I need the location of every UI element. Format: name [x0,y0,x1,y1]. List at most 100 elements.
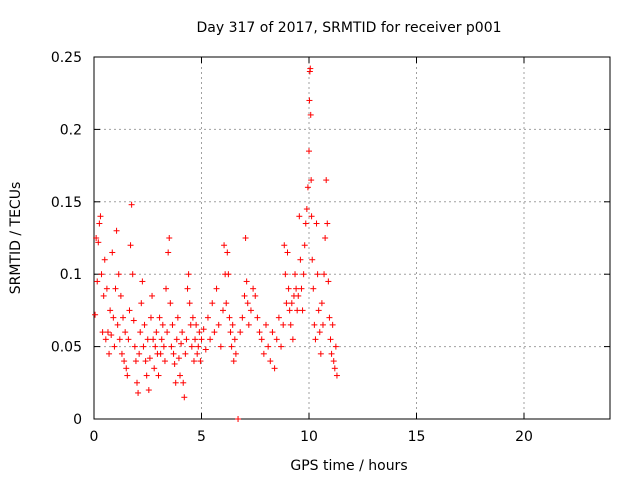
data-point [302,220,309,227]
data-point [283,300,290,307]
data-point [107,307,114,314]
data-point [129,271,136,278]
data-point [292,271,299,278]
grid-lines [94,57,610,419]
data-point [112,285,119,292]
data-point [314,271,321,278]
data-point [157,350,164,357]
data-point [181,394,188,401]
data-point [321,271,328,278]
data-point [217,343,224,350]
data-point [174,314,181,321]
data-point [307,111,314,118]
data-point [301,242,308,249]
data-point [289,336,296,343]
data-point [175,355,182,362]
data-point [322,235,329,241]
data-point [189,314,196,321]
data-point [147,314,154,321]
data-point [172,379,179,386]
data-point [229,321,236,328]
data-point [158,336,165,343]
data-point [151,365,158,372]
data-point [102,336,109,343]
data-point [310,285,317,292]
data-point [286,307,293,314]
data-point [298,285,305,292]
axis-ticks: 0 5 10 15 20 0 0.05 0.1 0.15 0.2 0.25 [51,50,610,445]
data-point [329,321,336,328]
data-point [285,285,292,292]
data-point [96,220,103,227]
data-point [168,343,175,350]
data-point [152,343,159,350]
data-point [332,343,339,350]
data-point [325,278,332,285]
data-point [150,336,157,343]
data-point [304,184,311,191]
data-point [256,329,263,336]
data-point [156,314,163,321]
data-point [288,300,295,307]
data-point [306,148,312,155]
data-point [297,256,304,263]
data-point [98,271,105,278]
data-point [237,329,244,336]
data-point [226,314,233,321]
data-point [230,358,237,365]
data-point [169,321,176,328]
data-point [280,321,287,328]
data-point [211,329,218,336]
data-point [223,300,230,307]
data-point [220,307,226,314]
data-point [124,372,131,379]
data-point [331,365,338,372]
data-point [183,336,190,343]
data-point [160,343,167,350]
data-point [239,314,246,321]
data-point [164,329,171,336]
data-point [324,220,331,227]
data-point [312,336,319,343]
data-point [315,307,322,314]
data-point [136,350,143,357]
data-point [245,321,252,328]
y-tick-label: 0.05 [51,340,82,356]
data-point [128,201,135,208]
chart-title: Day 317 of 2017, SRMTID for receiver p00… [196,20,501,36]
data-point [161,358,168,365]
y-tick-label: 0.2 [60,122,82,138]
data-point [308,177,315,184]
data-point [278,343,285,350]
data-point [311,321,318,328]
data-point [116,336,123,343]
data-point [126,307,133,314]
data-point [267,358,274,365]
data-points [92,65,340,422]
data-point [281,242,288,249]
data-point [167,300,174,307]
x-tick-label: 15 [408,429,426,445]
data-point [250,285,257,292]
x-tick-label: 10 [300,429,318,445]
data-point [155,372,162,379]
data-point [195,343,202,350]
data-point [243,278,250,285]
data-point [204,314,211,321]
data-point [309,256,316,263]
data-point [144,336,151,343]
data-point [121,358,128,365]
data-point [303,206,310,213]
data-point [296,213,303,220]
data-point [295,292,302,299]
data-point [235,416,242,422]
data-point [271,365,278,372]
data-point [242,235,249,241]
data-point [225,271,232,278]
data-point [134,379,140,386]
data-point [313,220,320,227]
data-point [307,65,314,72]
data-point [213,285,220,292]
data-point [241,292,248,299]
data-point [120,314,127,321]
